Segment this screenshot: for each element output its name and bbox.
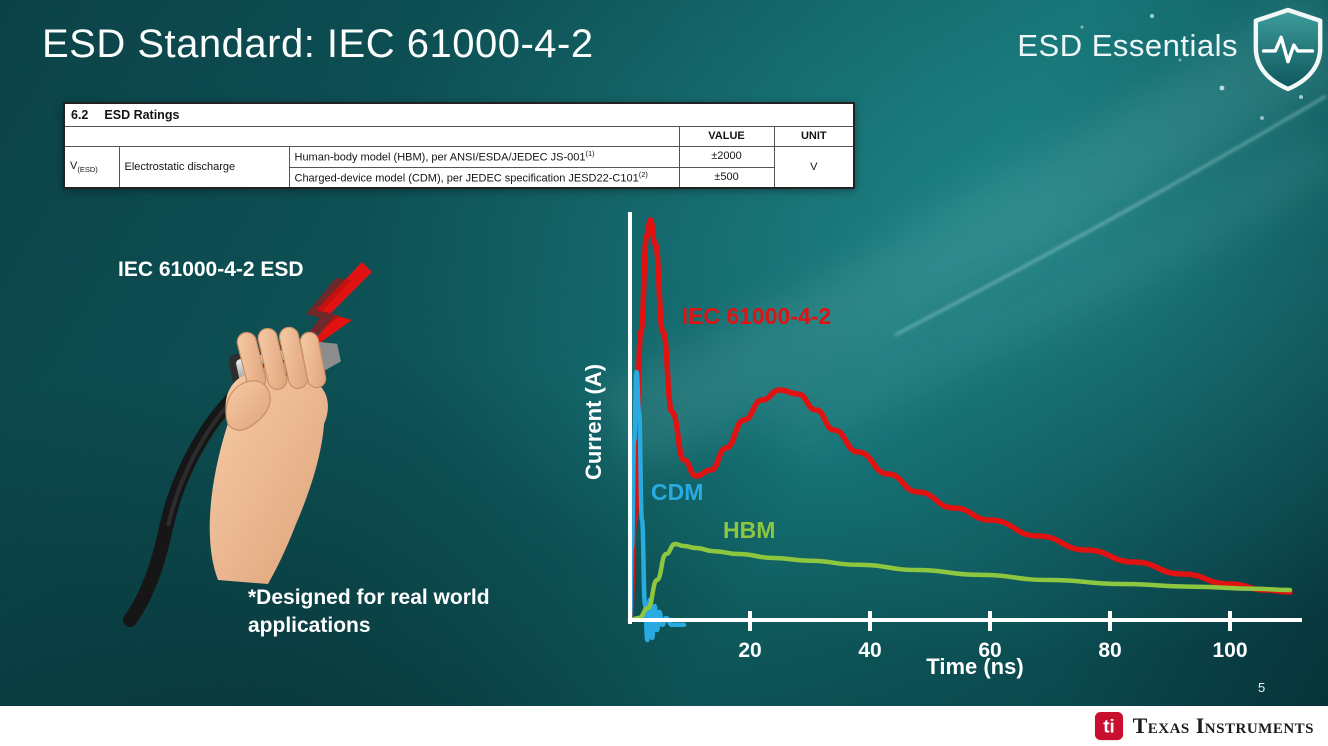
table-row: Charged-device model (CDM), per JEDEC sp… <box>64 166 854 189</box>
series-curve-IEC 61000-4-2 <box>627 217 1293 623</box>
esd-shield-icon <box>1253 7 1323 92</box>
cdm-description-cell: Charged-device model (CDM), per JEDEC sp… <box>288 166 680 189</box>
light-band <box>600 0 1328 471</box>
chart-curves: IEC 61000-4-2 CDM HBM <box>627 217 1293 643</box>
light-band <box>770 130 1328 452</box>
ti-monogram: ti <box>1103 716 1114 737</box>
chart-axes: 20 40 60 80 100 <box>628 212 1302 662</box>
series-label-CDM: CDM <box>651 479 703 505</box>
footer-bar: ti Texas Instruments <box>0 706 1328 746</box>
page-number: 5 <box>1258 680 1266 695</box>
x-tick-label: 80 <box>1098 639 1121 662</box>
x-tick-label: 100 <box>1212 639 1247 662</box>
x-tick-label: 60 <box>978 639 1001 662</box>
cdm-value-cell: ±500 <box>678 166 775 189</box>
footnote-line2: applications <box>248 614 371 638</box>
series-label-IEC 61000-4-2: IEC 61000-4-2 <box>682 303 832 329</box>
thumb <box>225 380 271 431</box>
series-label-HBM: HBM <box>723 517 775 543</box>
column-header-value: VALUE <box>678 126 775 147</box>
lightning-bolt-icon <box>296 262 372 360</box>
table-section-title: ESD Ratings <box>104 108 180 122</box>
footnote: *Designed for real world applications <box>248 584 490 641</box>
symbol-cell: V(ESD) <box>63 145 120 189</box>
ti-logo-text: Texas Instruments <box>1132 713 1314 738</box>
ti-bug-icon: ti <box>1094 711 1123 741</box>
column-header-unit: UNIT <box>773 126 855 147</box>
hand <box>209 326 328 584</box>
x-tick-label: 20 <box>738 639 761 662</box>
series-curve-HBM <box>627 541 1293 623</box>
table-section-number: 6.2 <box>71 108 89 122</box>
esd-waveform-chart: IEC 61000-4-2 CDM HBM 20 40 60 80 100 Current … <box>585 212 1302 679</box>
table-row: V(ESD) Electrostatic discharge Human-bod… <box>63 145 855 189</box>
pulse-icon <box>1261 35 1315 64</box>
page-title: ESD Standard: IEC 61000-4-2 <box>42 22 594 66</box>
footnote-line1: *Designed for real world <box>248 586 490 609</box>
ti-logo: ti Texas Instruments <box>1094 711 1314 741</box>
diagram-label: IEC 61000-4-2 ESD <box>118 258 304 281</box>
light-streak <box>894 95 1327 336</box>
table-header-blank <box>63 126 680 147</box>
x-tick-label: 40 <box>858 639 881 662</box>
hbm-description-cell: Human-body model (HBM), per ANSI/ESDA/JE… <box>288 145 680 168</box>
table-title-row: 6.2 ESD Ratings <box>63 102 855 128</box>
table-header-row: VALUE UNIT <box>63 126 855 147</box>
x-axis-label: Time (ns) <box>926 654 1023 679</box>
unit-cell: V <box>773 145 855 189</box>
parameter-cell: Electrostatic discharge <box>118 145 290 189</box>
hand-holding-connector-illustration <box>123 262 372 627</box>
hbm-value-cell: ±2000 <box>678 145 775 168</box>
esd-ratings-table: 6.2 ESD Ratings VALUE UNIT V(ESD) Electro… <box>63 102 856 190</box>
y-axis-label: Current (A) <box>585 364 606 480</box>
brand-text: ESD Essentials <box>1017 28 1238 63</box>
